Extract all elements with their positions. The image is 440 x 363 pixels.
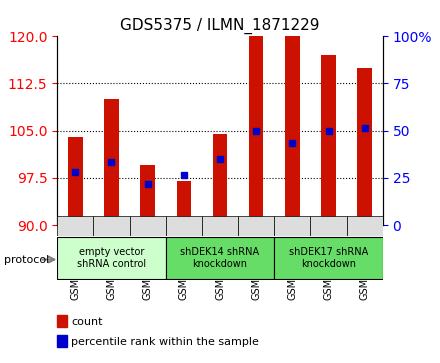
FancyBboxPatch shape <box>93 216 129 236</box>
Text: empty vector
shRNA control: empty vector shRNA control <box>77 247 146 269</box>
Bar <box>321 55 336 225</box>
Text: shDEK14 shRNA
knockdown: shDEK14 shRNA knockdown <box>180 247 260 269</box>
FancyBboxPatch shape <box>166 237 274 279</box>
Text: count: count <box>71 317 103 327</box>
FancyBboxPatch shape <box>57 237 166 279</box>
FancyBboxPatch shape <box>129 216 166 236</box>
FancyBboxPatch shape <box>57 216 93 236</box>
Bar <box>68 137 83 225</box>
Bar <box>140 165 155 225</box>
Text: protocol: protocol <box>4 254 50 265</box>
FancyBboxPatch shape <box>238 216 274 236</box>
Text: shDEK17 shRNA
knockdown: shDEK17 shRNA knockdown <box>289 247 368 269</box>
Bar <box>249 0 264 225</box>
FancyBboxPatch shape <box>166 216 202 236</box>
FancyBboxPatch shape <box>274 216 311 236</box>
Text: GDS5375 / ILMN_1871229: GDS5375 / ILMN_1871229 <box>120 18 320 34</box>
Bar <box>357 68 372 225</box>
Text: percentile rank within the sample: percentile rank within the sample <box>71 337 259 347</box>
Bar <box>104 99 119 225</box>
FancyBboxPatch shape <box>311 216 347 236</box>
FancyBboxPatch shape <box>347 216 383 236</box>
Bar <box>285 0 300 225</box>
FancyBboxPatch shape <box>274 237 383 279</box>
Bar <box>213 134 227 225</box>
FancyBboxPatch shape <box>202 216 238 236</box>
Bar <box>176 181 191 225</box>
